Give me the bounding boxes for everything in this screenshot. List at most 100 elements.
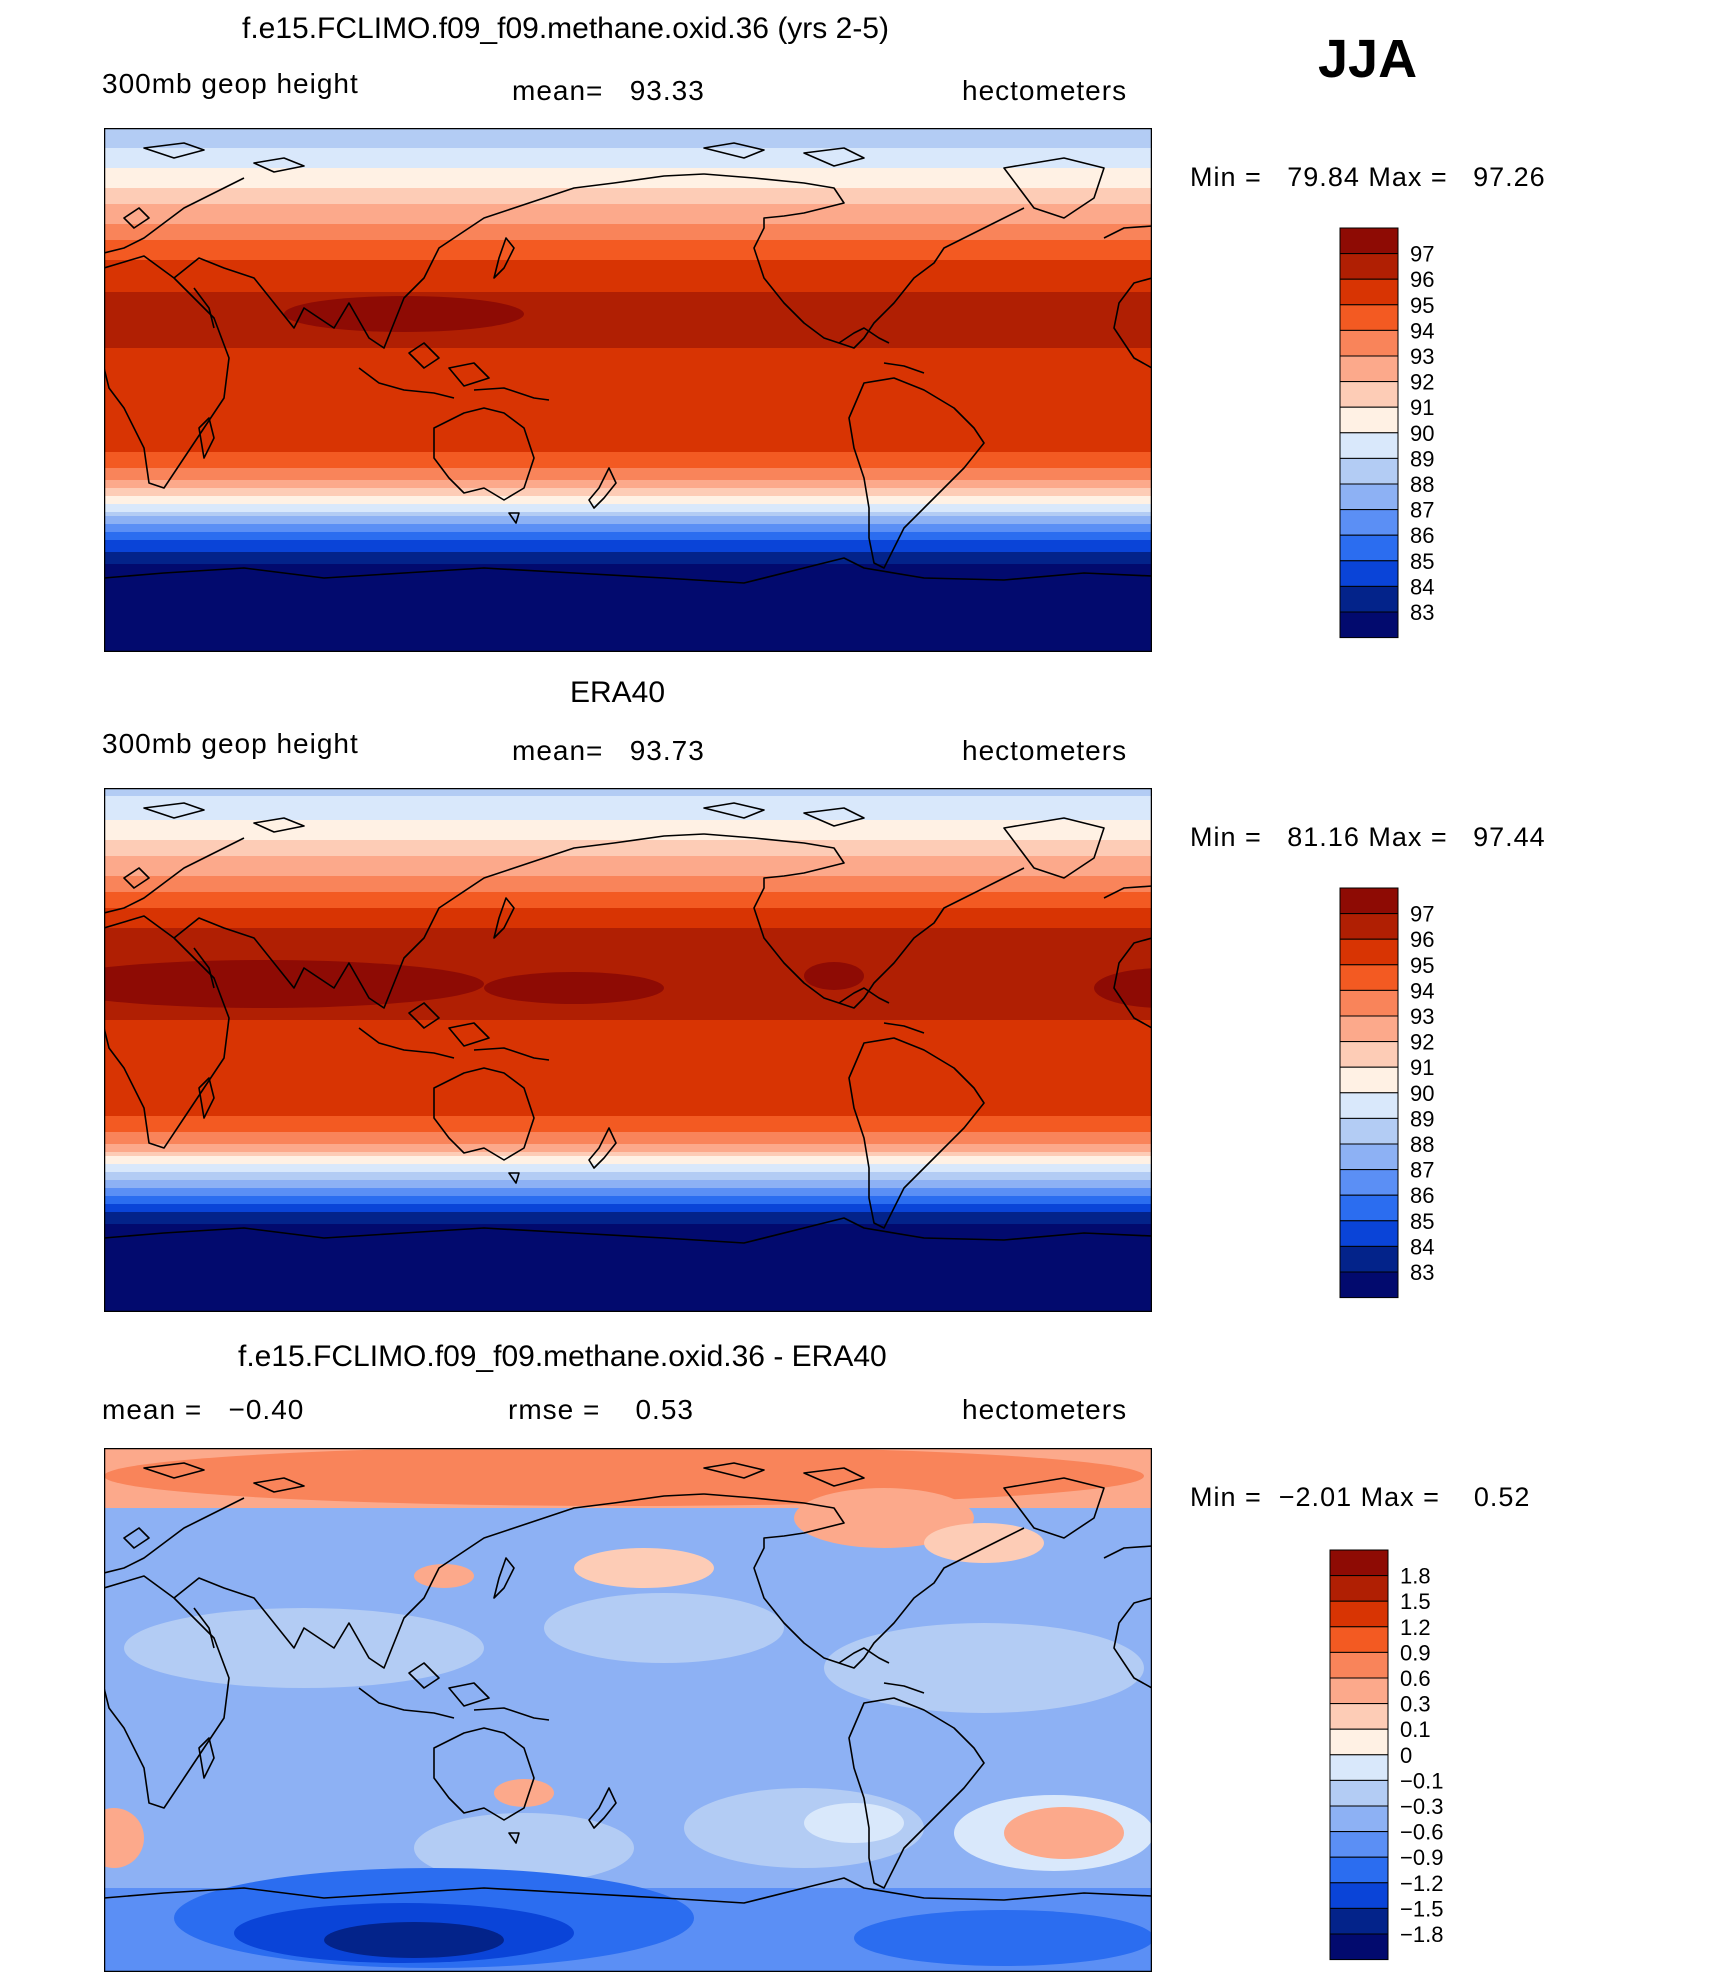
contour-band xyxy=(104,408,1152,413)
contour-band xyxy=(104,1148,1152,1153)
contour-band xyxy=(104,892,1152,897)
contour-band xyxy=(104,284,1152,289)
contour-band xyxy=(104,232,1152,237)
coastline xyxy=(1003,1477,1105,1539)
contour-band xyxy=(104,796,1152,801)
contour-band xyxy=(104,1292,1152,1297)
coastline xyxy=(848,1037,985,1229)
coastline xyxy=(473,387,550,401)
colorbar-label: 86 xyxy=(1410,523,1434,548)
contour-band xyxy=(104,848,1152,853)
contour-band xyxy=(104,468,1152,473)
contour-band xyxy=(104,952,1152,957)
colorbar-swatch xyxy=(1339,534,1399,562)
contour-band xyxy=(104,1040,1152,1045)
contour-region xyxy=(414,1813,634,1883)
coastline xyxy=(408,1662,440,1689)
panel-3-colorbar: 1.81.51.20.90.60.30.10−0.1−0.3−0.6−0.9−1… xyxy=(1329,1549,1443,1961)
colorbar-swatch xyxy=(1329,1549,1389,1577)
coastline xyxy=(193,287,215,329)
contour-band xyxy=(104,420,1152,425)
panel-3-units-label: hectometers xyxy=(962,1394,1128,1425)
contour-band xyxy=(104,236,1152,241)
contour-band xyxy=(104,1172,1152,1177)
contour-band xyxy=(104,432,1152,437)
contour-region xyxy=(794,1488,974,1548)
colorbar-swatch xyxy=(1339,964,1399,991)
colorbar-swatch xyxy=(1329,1882,1389,1909)
contour-band xyxy=(104,1012,1152,1017)
coastline xyxy=(848,1697,985,1889)
contour-band xyxy=(104,164,1152,169)
contour-band xyxy=(104,304,1152,309)
colorbar-label: 94 xyxy=(1410,318,1434,343)
contour-band xyxy=(104,1216,1152,1221)
contour-band xyxy=(104,1052,1152,1057)
contour-band xyxy=(104,812,1152,817)
contour-band xyxy=(104,128,1152,133)
coastline xyxy=(883,362,925,374)
contour-band xyxy=(104,388,1152,393)
coastline xyxy=(1003,817,1105,879)
coastline xyxy=(173,173,705,349)
panel-1-variable-label: 300mb geop height xyxy=(102,68,359,99)
contour-band xyxy=(104,636,1152,641)
panel-3-map xyxy=(104,1448,1152,1972)
coastline xyxy=(1103,225,1152,239)
contour-band xyxy=(104,240,1152,245)
colorbar-swatch xyxy=(1339,483,1399,511)
colorbar-label: 0.9 xyxy=(1400,1640,1431,1665)
contour-band xyxy=(104,940,1152,945)
contour-band xyxy=(104,1048,1152,1053)
contour-band xyxy=(104,532,1152,537)
contour-band xyxy=(104,140,1152,145)
colorbar-label: 87 xyxy=(1410,1158,1434,1183)
contour-band xyxy=(104,316,1152,321)
colorbar-swatch xyxy=(1339,938,1399,966)
contour-band xyxy=(104,956,1152,961)
colorbar-label: 90 xyxy=(1410,1081,1434,1106)
colorbar-swatch xyxy=(1339,278,1399,306)
contour-band xyxy=(104,624,1152,629)
contour-band xyxy=(104,360,1152,365)
contour-band xyxy=(104,404,1152,409)
colorbar-swatch xyxy=(1339,329,1399,357)
contour-band xyxy=(104,464,1152,469)
colorbar-swatch xyxy=(1339,432,1399,459)
contour-band xyxy=(104,276,1152,281)
contour-band xyxy=(104,948,1152,953)
map-frame xyxy=(104,788,1152,1312)
coastline xyxy=(508,512,520,524)
colorbar-swatch xyxy=(1329,1805,1389,1833)
contour-band xyxy=(104,460,1152,465)
colorbar-swatch xyxy=(1339,1041,1399,1068)
contour-max xyxy=(484,972,664,1004)
contour-band xyxy=(104,476,1152,481)
contour-band xyxy=(104,1264,1152,1269)
contour-fill xyxy=(104,1448,1152,1972)
contour-band xyxy=(104,344,1152,349)
contour-band xyxy=(104,244,1152,249)
contour-band xyxy=(104,560,1152,565)
contour-band xyxy=(104,572,1152,577)
coastline xyxy=(433,1727,535,1821)
colorbar-swatch xyxy=(1329,1703,1389,1730)
contour-band xyxy=(104,856,1152,861)
contour-band xyxy=(104,880,1152,885)
contour-band xyxy=(104,400,1152,405)
map-obs xyxy=(104,788,1152,1312)
contour-band xyxy=(104,1128,1152,1133)
contour-band xyxy=(104,504,1152,509)
contour-band xyxy=(104,424,1152,429)
contour-band xyxy=(104,200,1152,205)
contour-band xyxy=(104,356,1152,361)
contour-band xyxy=(104,220,1152,225)
map-model xyxy=(104,128,1152,652)
coastline xyxy=(123,867,150,889)
contour-band xyxy=(104,1184,1152,1189)
colorbar-swatch xyxy=(1329,1575,1389,1602)
contour-band xyxy=(104,804,1152,809)
colorbar-label: 89 xyxy=(1410,446,1434,471)
contour-band xyxy=(104,1140,1152,1145)
colorbar-swatch xyxy=(1339,887,1399,915)
